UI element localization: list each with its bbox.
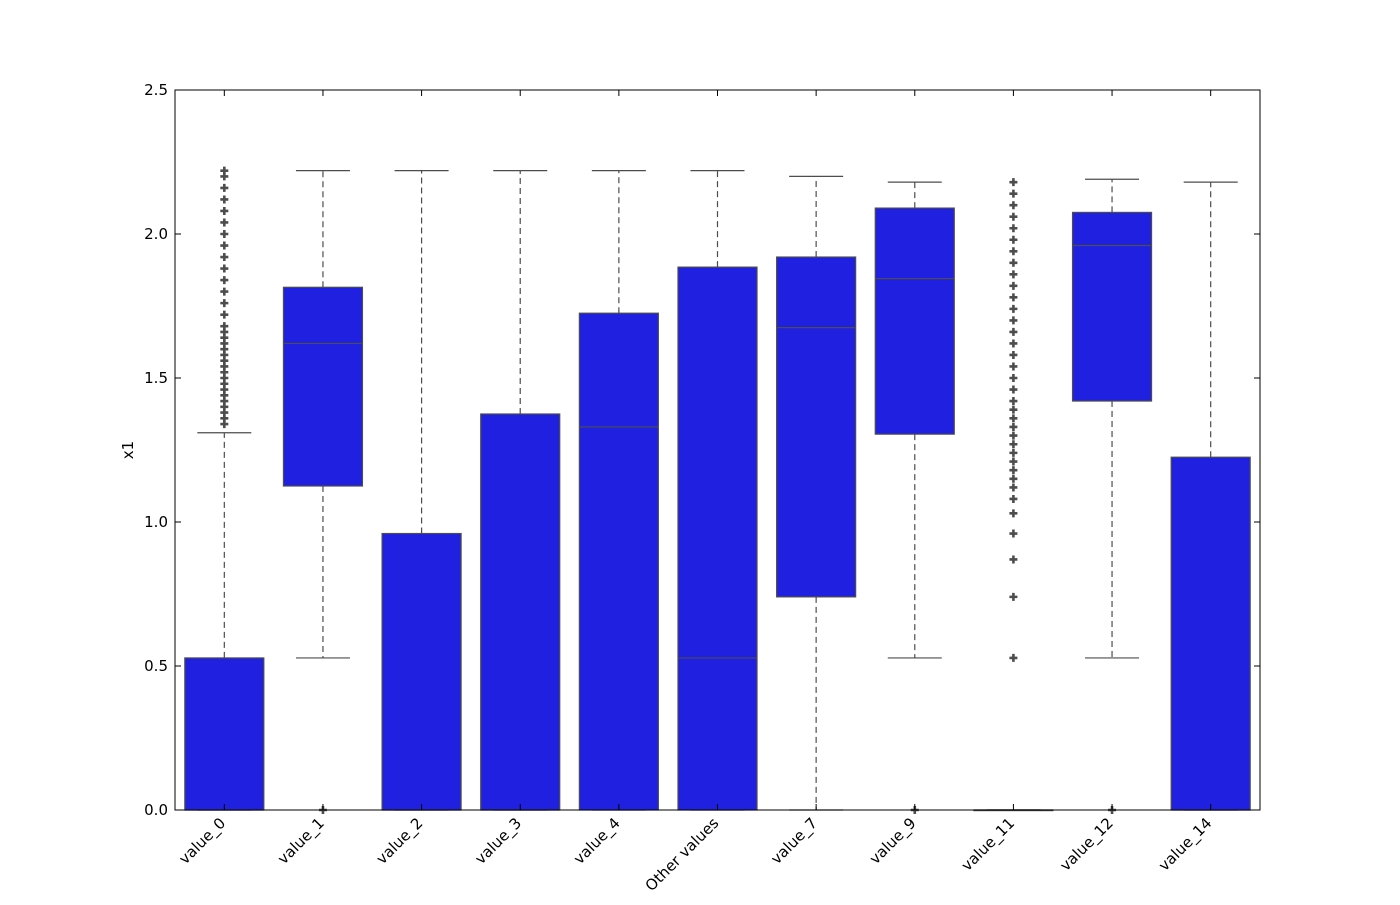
x-tick-label: value_14	[1155, 814, 1216, 875]
flier-point	[220, 241, 229, 250]
flier-point	[1009, 509, 1018, 518]
x-tick-label: value_11	[958, 814, 1019, 875]
flier-point	[1009, 374, 1018, 382]
flier-point	[1009, 258, 1018, 267]
iqr-box	[480, 413, 561, 811]
flier-point	[1009, 385, 1018, 394]
flier-point	[220, 253, 229, 262]
flier-point	[1009, 529, 1018, 538]
flier-point	[1009, 201, 1018, 210]
flier-point	[1009, 405, 1018, 414]
flier-point	[1009, 483, 1018, 492]
flier-point	[1009, 212, 1018, 221]
flier-point	[220, 287, 229, 296]
x-tick-label: value_12	[1056, 814, 1117, 875]
flier-point	[220, 206, 229, 215]
flier-point	[1009, 653, 1018, 662]
x-tick-label: value_1	[274, 814, 328, 868]
iqr-box	[282, 286, 364, 487]
iqr-box	[677, 266, 758, 811]
flier-point	[1009, 362, 1018, 371]
x-tick-label: value_9	[866, 814, 920, 868]
y-axis-label: x1	[119, 441, 137, 459]
iqr-box	[1071, 211, 1153, 402]
flier-point	[220, 230, 229, 238]
flier-point	[1009, 224, 1018, 233]
flier-point	[1009, 414, 1018, 423]
box-value_7	[776, 175, 857, 811]
box-value_12	[1071, 178, 1153, 814]
flier-point	[1009, 431, 1018, 440]
iqr-box	[578, 312, 659, 811]
flier-point	[1009, 494, 1018, 503]
flier-point	[1009, 316, 1018, 325]
flier-point	[1009, 304, 1018, 313]
box-value_9	[874, 181, 955, 814]
flier-point	[1009, 457, 1018, 466]
flier-point	[220, 322, 229, 331]
box-value_3	[480, 170, 561, 811]
box-value_14	[1170, 181, 1251, 811]
flier-point	[220, 195, 229, 204]
flier-point	[1009, 350, 1018, 359]
flier-point	[1009, 327, 1018, 336]
box-value_11	[973, 178, 1054, 812]
iqr-box	[1170, 456, 1251, 811]
boxes-layer	[184, 166, 1251, 814]
y-tick-label: 1.0	[144, 513, 168, 531]
x-tick-label: value_2	[373, 814, 427, 868]
flier-point	[1009, 293, 1018, 302]
flier-point	[220, 264, 229, 273]
box-value_4	[578, 170, 659, 811]
flier-point	[220, 183, 229, 192]
iqr-box	[184, 657, 265, 811]
y-tick-label: 2.5	[144, 81, 168, 99]
x-tick-label: value_0	[175, 814, 229, 868]
flier-point	[1009, 189, 1018, 198]
y-tick-label: 0.0	[144, 801, 168, 819]
iqr-box	[381, 532, 462, 811]
flier-point	[1009, 270, 1018, 279]
flier-point	[1009, 466, 1018, 475]
y-tick-label: 2.0	[144, 225, 168, 243]
flier-point	[1009, 440, 1018, 449]
flier-point	[1009, 422, 1018, 431]
y-axis: 0.0 0.5 1.0 1.5 2.0 2.5	[144, 81, 1260, 819]
flier-point	[1009, 281, 1018, 290]
box-value_1	[282, 170, 364, 814]
flier-point	[220, 218, 229, 227]
flier-point	[1009, 397, 1018, 406]
flier-point	[1009, 247, 1018, 256]
flier-point	[1009, 178, 1018, 187]
flier-point	[1009, 235, 1018, 244]
flier-point	[1009, 474, 1018, 483]
x-tick-label: value_4	[570, 814, 624, 868]
x-tick-label: value_3	[471, 814, 525, 868]
y-tick-label: 0.5	[144, 657, 168, 675]
flier-point	[1009, 555, 1018, 564]
flier-point	[220, 299, 229, 308]
flier-point	[220, 276, 229, 285]
iqr-box	[776, 256, 857, 598]
iqr-box	[874, 207, 955, 435]
flier-point	[1009, 592, 1018, 601]
box-other-values	[677, 170, 758, 811]
box-value_0	[184, 166, 265, 811]
flier-point	[1009, 448, 1018, 457]
flier-point	[1009, 339, 1018, 348]
flier-point	[220, 310, 229, 319]
y-tick-label: 1.5	[144, 369, 168, 387]
box-value_2	[381, 170, 462, 811]
flier-point	[220, 166, 229, 175]
x-tick-label: Other values	[642, 814, 723, 895]
x-tick-label: value_7	[767, 814, 821, 868]
